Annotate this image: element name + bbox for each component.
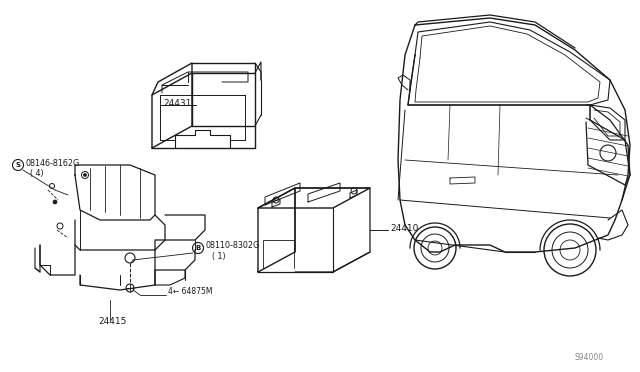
Text: S94000: S94000 xyxy=(575,353,604,362)
Text: B: B xyxy=(195,245,200,251)
Circle shape xyxy=(83,173,86,176)
Text: ( 4): ( 4) xyxy=(30,169,44,177)
Text: S: S xyxy=(15,162,20,168)
Text: 08110-8302G: 08110-8302G xyxy=(205,241,259,250)
Circle shape xyxy=(53,200,57,204)
Text: 24431: 24431 xyxy=(163,99,191,108)
Text: 24410: 24410 xyxy=(390,224,419,232)
Text: 4← 64875M: 4← 64875M xyxy=(168,288,212,296)
Text: 08146-8162G: 08146-8162G xyxy=(25,158,79,167)
Text: ( 1): ( 1) xyxy=(212,251,226,260)
Text: 24415: 24415 xyxy=(98,317,126,327)
